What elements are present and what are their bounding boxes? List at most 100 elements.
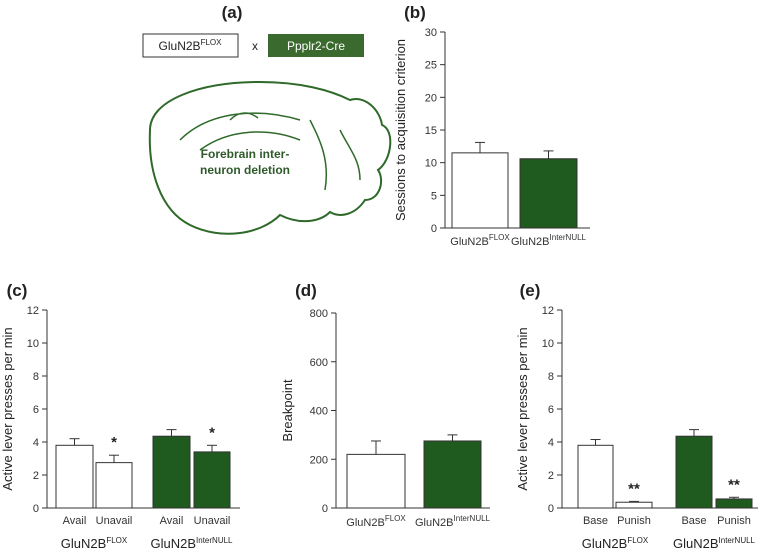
- bar: [423, 440, 482, 509]
- y-tick-label: 200: [310, 454, 328, 466]
- caption: neuron deletion: [200, 163, 290, 177]
- significance: **: [728, 476, 740, 493]
- bar: [519, 158, 578, 229]
- bar: [715, 498, 753, 509]
- y-tick-label: 20: [425, 92, 437, 104]
- label-text: GluN2B: [450, 236, 489, 248]
- x-tick-label: Punish: [717, 515, 751, 527]
- bar: [451, 152, 509, 229]
- y-tick-label: 2: [33, 470, 39, 482]
- y-tick-label: 5: [431, 190, 437, 202]
- chart: (b) Sessions to acquisition criterion 0 5 10…: [393, 3, 590, 248]
- x-tick-label: GluN2BInterNULL: [415, 514, 491, 529]
- x-tick-label: GluN2BFLOX: [346, 514, 406, 529]
- label-text: GluN2B: [61, 536, 107, 551]
- label-text: GluN2B: [673, 536, 719, 551]
- brain-detail: [179, 112, 361, 191]
- y-tick-label: 2: [548, 470, 554, 482]
- label-sup: FLOX: [106, 536, 128, 545]
- chart: (c) Active lever presses per min 0 2 4 6 8 10 12…: [0, 281, 240, 551]
- label-sup: FLOX: [627, 536, 649, 545]
- label-text: GluN2B: [151, 536, 197, 551]
- label-text: GluN2B: [415, 517, 454, 529]
- x-tick-label: GluN2BFLOX: [450, 233, 510, 248]
- label-sup: FLOX: [385, 514, 407, 523]
- y-tick-label: 30: [425, 27, 437, 39]
- group-label: GluN2BInterNULL: [673, 536, 756, 551]
- y-tick-label: 6: [548, 404, 554, 416]
- y-tick-label: 25: [425, 60, 437, 72]
- x-tick-label: Unavail: [194, 515, 231, 527]
- y-tick-label: 6: [33, 404, 39, 416]
- bar: [615, 501, 653, 509]
- y-tick-label: 600: [310, 357, 328, 369]
- panel-label: (c): [7, 281, 28, 300]
- x-tick-label: GluN2BInterNULL: [511, 233, 587, 248]
- cre-label: Ppplr2-Cre: [287, 39, 345, 53]
- x-tick-label: Base: [583, 515, 608, 527]
- label-sup: FLOX: [201, 38, 223, 47]
- group-label: GluN2BInterNULL: [151, 536, 234, 551]
- bar: [346, 453, 406, 509]
- x-tick-label: Avail: [63, 515, 87, 527]
- y-tick-label: 4: [33, 437, 39, 449]
- bar: [577, 444, 614, 509]
- y-tick-label: 0: [33, 503, 39, 515]
- x-tick-label: Punish: [617, 515, 651, 527]
- y-tick-label: 12: [542, 305, 554, 317]
- y-tick-label: 10: [27, 338, 39, 350]
- y-tick-label: 0: [322, 503, 328, 515]
- significance: *: [111, 434, 117, 451]
- panel-a: (a) GluN2BFLOX x Ppplr2-Cre Forebrain in…: [142, 3, 392, 235]
- group-label: GluN2BFLOX: [61, 536, 128, 551]
- significance: **: [628, 480, 640, 497]
- y-tick-label: 400: [310, 406, 328, 418]
- bar: [95, 462, 133, 509]
- x-tick-label: Avail: [160, 515, 184, 527]
- y-tick-label: 12: [27, 305, 39, 317]
- group-label: GluN2BFLOX: [582, 536, 649, 551]
- x-tick-label: Base: [681, 515, 706, 527]
- panel-label: (a): [222, 3, 243, 22]
- y-tick-label: 0: [431, 223, 437, 235]
- chart: (e) Active lever presses per min 0 2 4 6 8 10 12…: [515, 281, 758, 551]
- label-text: GluN2B: [346, 517, 385, 529]
- y-tick-label: 800: [310, 308, 328, 320]
- x-tick-label: Unavail: [96, 515, 133, 527]
- y-axis-label: Active lever presses per min: [515, 327, 530, 490]
- label-sup: FLOX: [489, 233, 511, 242]
- y-tick-label: 15: [425, 125, 437, 137]
- flox-label: GluN2BFLOX: [159, 38, 223, 53]
- y-axis-label: Breakpoint: [280, 379, 295, 442]
- brain-outline: [148, 80, 392, 235]
- y-axis-label: Active lever presses per min: [0, 327, 15, 490]
- y-tick-label: 8: [548, 371, 554, 383]
- bar: [152, 435, 191, 509]
- bar: [675, 435, 713, 509]
- label-text: GluN2B: [582, 536, 628, 551]
- label-text: GluN2B: [159, 39, 201, 53]
- label-sup: InterNULL: [719, 536, 756, 545]
- cross: x: [252, 39, 258, 53]
- y-tick-label: 10: [425, 158, 437, 170]
- panel-label: (b): [404, 3, 426, 22]
- label-sup: InterNULL: [196, 536, 233, 545]
- bar: [193, 451, 231, 509]
- y-tick-label: 4: [548, 437, 554, 449]
- panel-label: (e): [520, 281, 541, 300]
- y-tick-label: 0: [548, 503, 554, 515]
- significance: *: [209, 424, 215, 441]
- label-text: GluN2B: [511, 236, 550, 248]
- label-sup: InterNULL: [550, 233, 587, 242]
- y-tick-label: 8: [33, 371, 39, 383]
- label-sup: InterNULL: [454, 514, 491, 523]
- y-tick-label: 10: [542, 338, 554, 350]
- caption: Forebrain inter-: [201, 147, 290, 161]
- cre-box: [268, 34, 364, 57]
- y-axis-label: Sessions to acquisition criterion: [393, 39, 408, 221]
- flox-box: [142, 33, 239, 58]
- bar: [55, 444, 94, 509]
- panel-label: (d): [295, 281, 317, 300]
